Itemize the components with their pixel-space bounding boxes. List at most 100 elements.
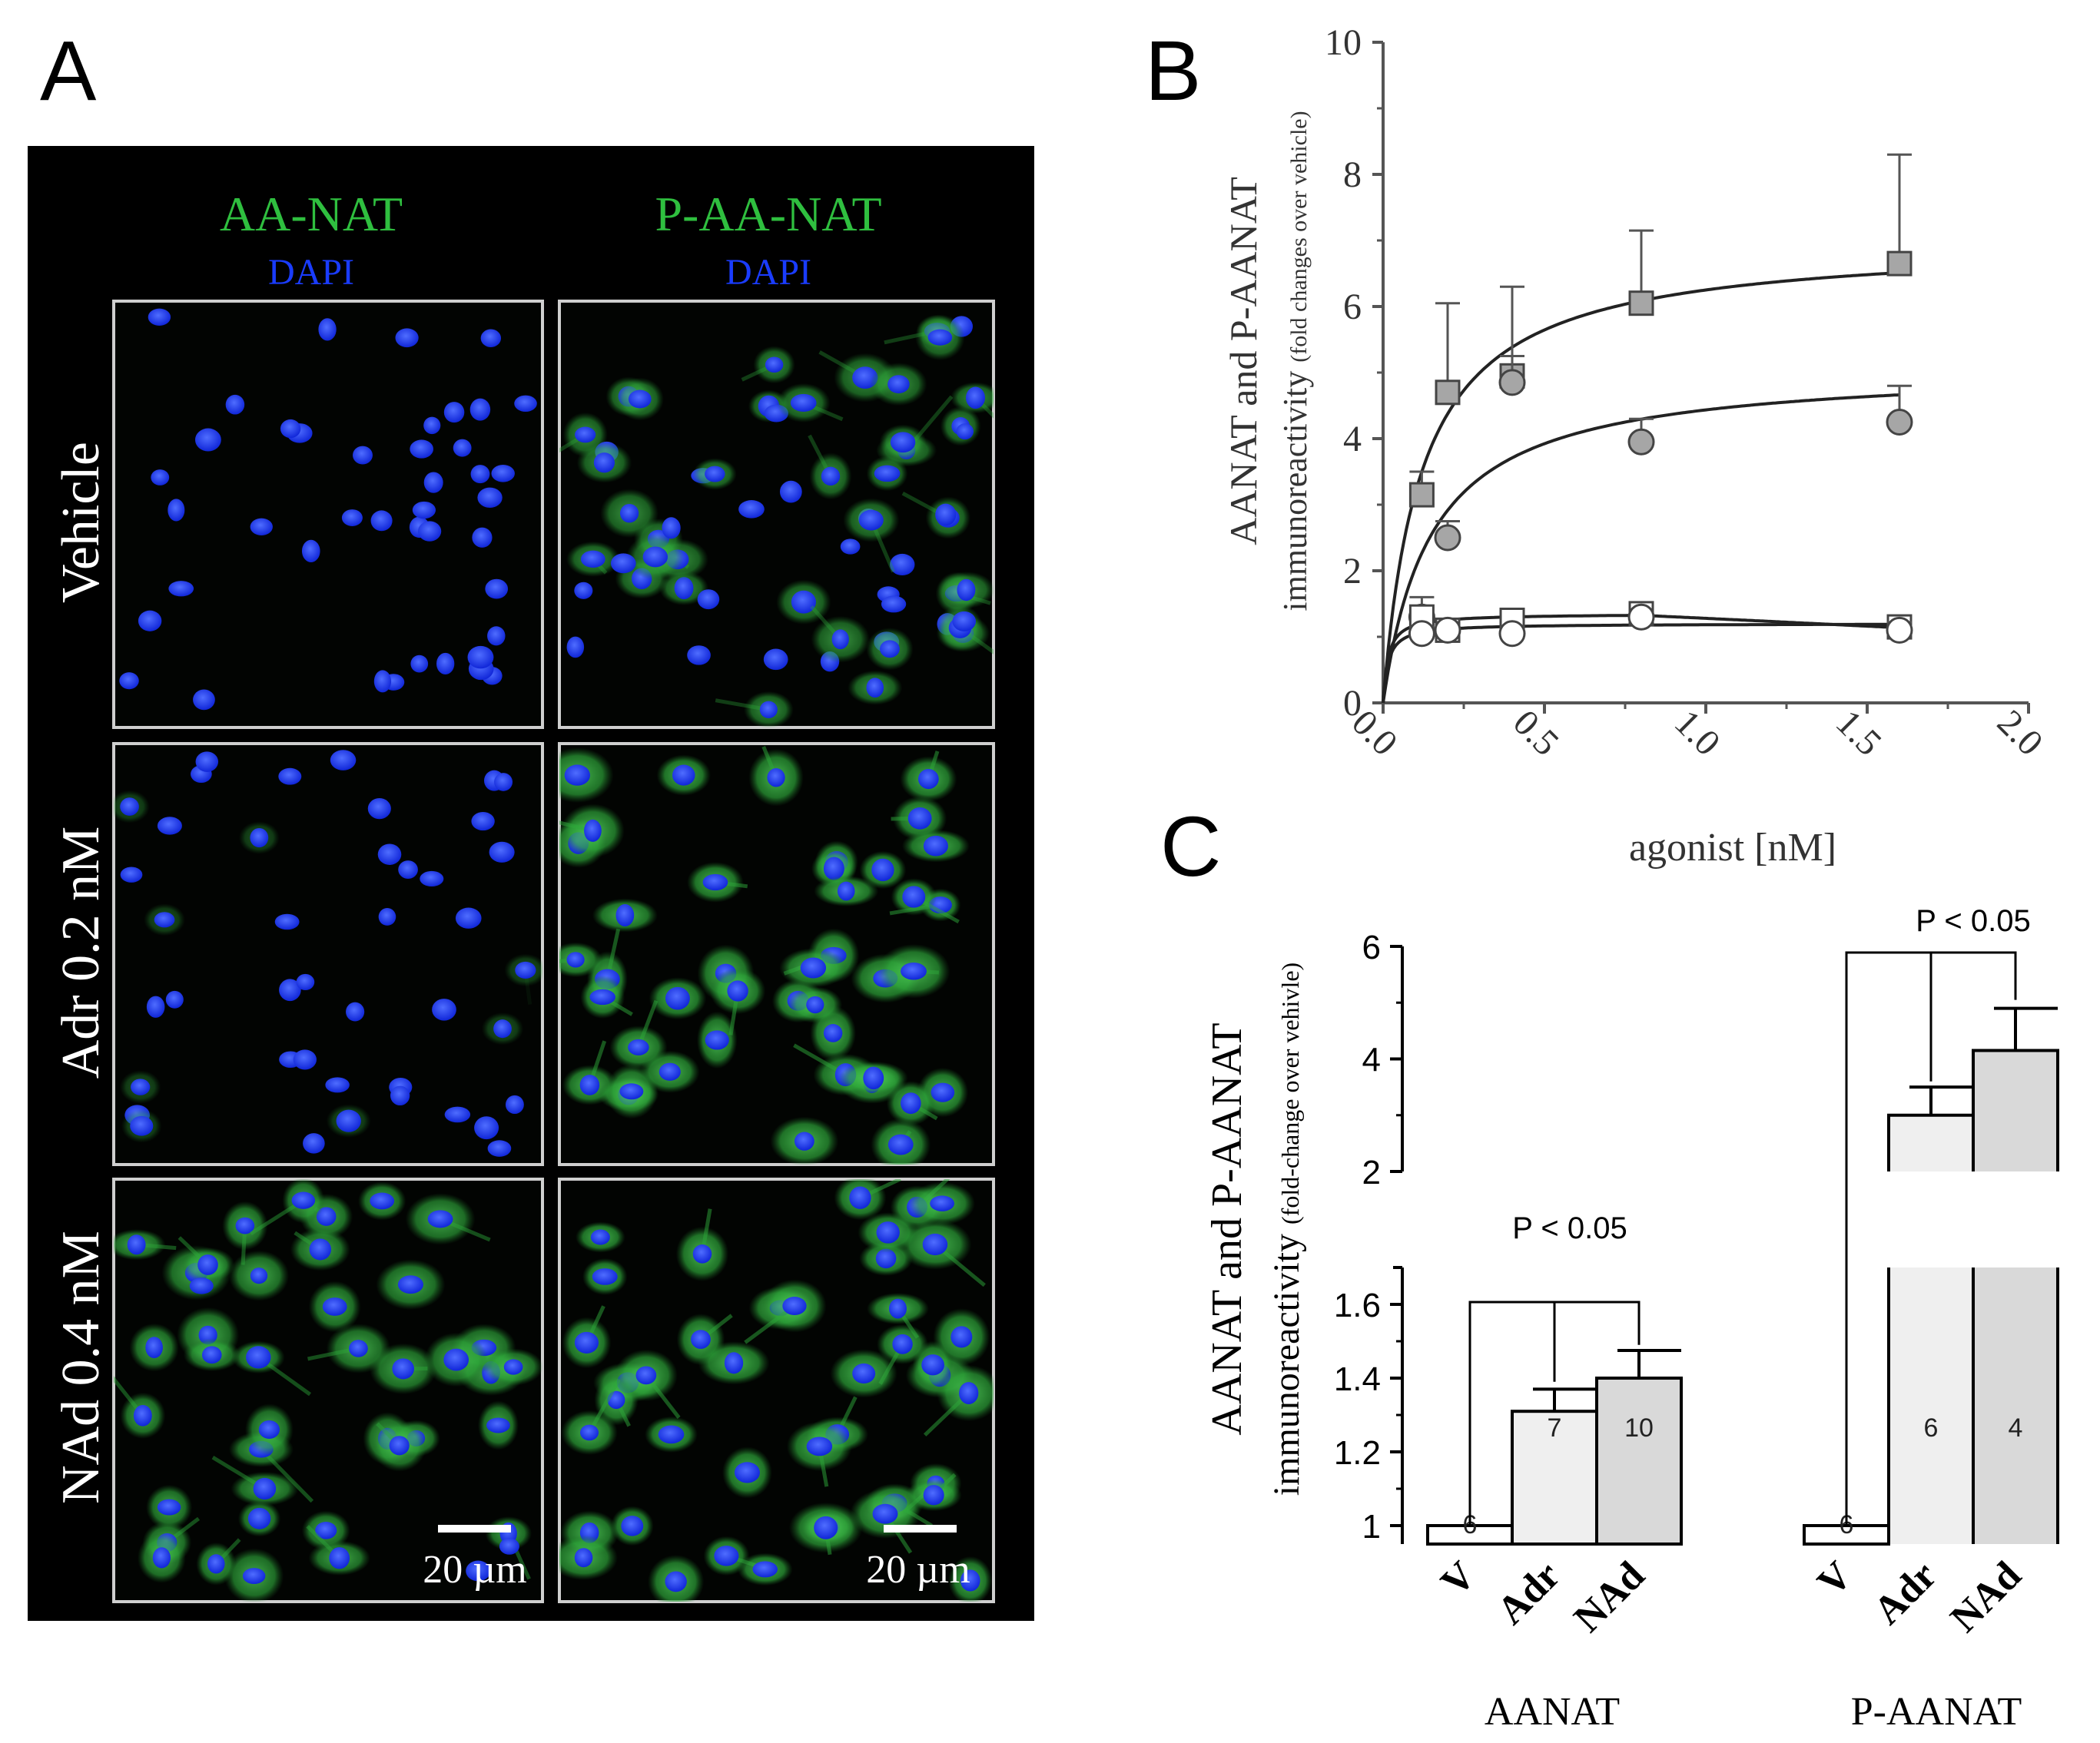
micrograph-tile	[112, 300, 544, 729]
nucleus	[875, 1248, 897, 1269]
nucleus	[373, 670, 392, 693]
significance-label: P < 0.05	[1512, 1211, 1627, 1245]
data-point	[1498, 620, 1526, 648]
cell-field	[559, 314, 994, 727]
nucleus	[274, 913, 300, 930]
nucleus	[821, 466, 841, 486]
nucleus	[195, 751, 219, 772]
data-point	[1408, 620, 1435, 648]
y-axis-label: AANAT and P-AANAT	[1203, 1022, 1251, 1435]
nucleus	[197, 1254, 218, 1275]
data-point	[1627, 603, 1655, 631]
nucleus	[367, 798, 391, 820]
nucleus	[852, 1363, 876, 1384]
nucleus	[443, 402, 465, 423]
nucleus	[336, 1109, 361, 1132]
nucleus	[418, 521, 442, 542]
nucleus	[318, 318, 337, 341]
y-tick-label: 1	[1362, 1508, 1381, 1546]
nucleus	[887, 1134, 914, 1155]
nucleus	[392, 1358, 414, 1380]
cell-field	[114, 750, 542, 1157]
nucleus	[734, 1462, 760, 1483]
data-point	[1886, 250, 1913, 277]
data-point	[1627, 428, 1655, 456]
nucleus	[763, 648, 788, 671]
nucleus	[151, 469, 170, 485]
y-axis-sublabel: immunoreactivity (fold-change over vehiv…	[1266, 963, 1307, 1496]
nucleus	[642, 546, 668, 568]
nucleus	[959, 1382, 979, 1404]
x-tick-label: 1.5	[1828, 702, 1889, 764]
bar	[1803, 1524, 1890, 1546]
nucleus	[410, 439, 434, 459]
nucleus	[880, 640, 900, 658]
nucleus	[849, 1186, 871, 1209]
nucleus	[823, 857, 844, 880]
nucleus	[628, 1039, 649, 1055]
nucleus	[727, 980, 748, 1002]
data-point	[1498, 369, 1526, 396]
nucleus	[296, 973, 315, 991]
y-tick-label: 2	[1343, 551, 1362, 591]
nucleus	[291, 1191, 316, 1209]
y-tick-label: 6	[1343, 287, 1362, 327]
nucleus	[872, 1503, 898, 1524]
nucleus	[258, 1420, 280, 1439]
nucleus	[395, 328, 419, 348]
micrograph-tile	[112, 742, 544, 1166]
nucleus	[923, 835, 948, 857]
nucleus	[315, 1521, 337, 1539]
nucleus	[901, 1092, 921, 1115]
nucleus	[503, 1359, 523, 1375]
nucleus	[917, 769, 939, 790]
nucleus	[378, 908, 396, 926]
data-point	[1886, 616, 1913, 644]
y-axis-label: AANAT and P-AANAT	[1222, 177, 1265, 545]
nucleus	[779, 480, 802, 503]
nucleus	[235, 1217, 255, 1234]
nucleus	[902, 886, 926, 908]
cell-field	[559, 1179, 994, 1602]
nucleus	[566, 636, 585, 658]
nucleus	[146, 996, 165, 1018]
nucleus	[922, 1233, 948, 1256]
nucleus	[888, 1298, 907, 1319]
data-point	[1435, 379, 1461, 406]
nucleus	[398, 860, 418, 880]
panel-b-letter: B	[1145, 24, 1201, 118]
nucleus	[724, 1352, 744, 1374]
sample-size-label: 6	[1924, 1413, 1939, 1443]
nucleus	[876, 1221, 900, 1244]
nucleus	[487, 1140, 512, 1157]
nucleus	[491, 465, 515, 482]
nucleus	[892, 1334, 913, 1354]
bar-lower-segment	[1889, 1267, 1973, 1544]
neurite-process	[587, 1378, 621, 1434]
bar-upper-segment	[1889, 1115, 1973, 1171]
nucleus	[619, 503, 639, 523]
nucleus	[120, 797, 139, 816]
nucleus	[412, 501, 436, 519]
x-tick-label: 0.5	[1505, 702, 1567, 764]
nucleus	[794, 1132, 814, 1151]
nucleus	[705, 466, 725, 482]
nucleus	[130, 1115, 154, 1136]
nucleus	[193, 689, 215, 711]
nucleus	[800, 957, 827, 979]
nucleus	[349, 1340, 368, 1357]
nucleus	[250, 518, 273, 535]
nucleus	[579, 1075, 600, 1095]
nucleus	[574, 1331, 599, 1354]
nucleus	[580, 1424, 599, 1441]
group-label-p-aanat: P-AANAT	[1851, 1690, 2022, 1734]
y-tick-label: 10	[1325, 22, 1362, 63]
nucleus	[574, 1548, 593, 1568]
nucleus	[702, 873, 728, 891]
nucleus	[165, 990, 184, 1009]
nucleus	[621, 1516, 644, 1536]
nucleus	[858, 509, 884, 531]
nucleus	[253, 1477, 277, 1500]
nucleus	[593, 452, 615, 473]
